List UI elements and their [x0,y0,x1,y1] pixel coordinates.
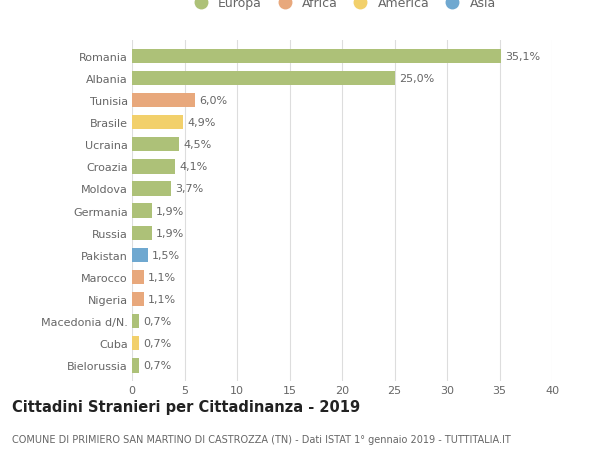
Bar [132,248,148,263]
Text: 0,7%: 0,7% [143,338,172,348]
Text: 25,0%: 25,0% [398,74,434,84]
Bar [132,314,139,329]
Bar [132,292,143,307]
Bar [132,116,184,130]
Bar [132,204,152,218]
Bar [132,50,500,64]
Bar [132,226,152,241]
Text: Cittadini Stranieri per Cittadinanza - 2019: Cittadini Stranieri per Cittadinanza - 2… [12,399,360,414]
Bar [132,358,139,373]
Bar [132,138,179,152]
Text: COMUNE DI PRIMIERO SAN MARTINO DI CASTROZZA (TN) - Dati ISTAT 1° gennaio 2019 - : COMUNE DI PRIMIERO SAN MARTINO DI CASTRO… [12,434,511,444]
Text: 3,7%: 3,7% [175,184,203,194]
Bar [132,160,175,174]
Bar [132,182,171,196]
Bar [132,336,139,351]
Text: 4,9%: 4,9% [188,118,216,128]
Text: 0,7%: 0,7% [143,360,172,370]
Bar [132,270,143,285]
Text: 1,5%: 1,5% [152,250,180,260]
Text: 0,7%: 0,7% [143,316,172,326]
Text: 1,1%: 1,1% [148,272,176,282]
Text: 1,1%: 1,1% [148,294,176,304]
Text: 1,9%: 1,9% [156,228,184,238]
Text: 4,1%: 4,1% [179,162,208,172]
Legend: Europa, Africa, America, Asia: Europa, Africa, America, Asia [185,0,499,13]
Text: 6,0%: 6,0% [199,96,227,106]
Text: 35,1%: 35,1% [505,52,540,62]
Bar [132,94,195,108]
Bar [132,72,395,86]
Text: 1,9%: 1,9% [156,206,184,216]
Text: 4,5%: 4,5% [184,140,212,150]
